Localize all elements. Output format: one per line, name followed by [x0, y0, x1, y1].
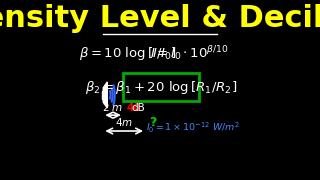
Text: Intensity Level & Decibels: Intensity Level & Decibels [0, 4, 320, 33]
Text: $4m$: $4m$ [115, 116, 133, 128]
Text: dB: dB [131, 103, 145, 113]
Polygon shape [102, 91, 103, 99]
Text: $2\ m$: $2\ m$ [102, 101, 123, 113]
Text: 40: 40 [127, 103, 141, 113]
Text: $\beta = 10\ \log\left[I/I_0\right]$: $\beta = 10\ \log\left[I/I_0\right]$ [79, 45, 177, 62]
Polygon shape [103, 82, 107, 108]
Text: ?: ? [149, 116, 156, 129]
Bar [123, 73, 199, 101]
Text: $\beta_2 = \beta_1 + 20\ \log\left[R_1/R_2\right]$: $\beta_2 = \beta_1 + 20\ \log\left[R_1/R… [85, 79, 237, 96]
Text: $I = I_0 \cdot 10^{\beta/10}$: $I = I_0 \cdot 10^{\beta/10}$ [150, 44, 229, 62]
Text: $I_0 = 1\times10^{-12}\ W/m^2$: $I_0 = 1\times10^{-12}\ W/m^2$ [146, 121, 240, 135]
